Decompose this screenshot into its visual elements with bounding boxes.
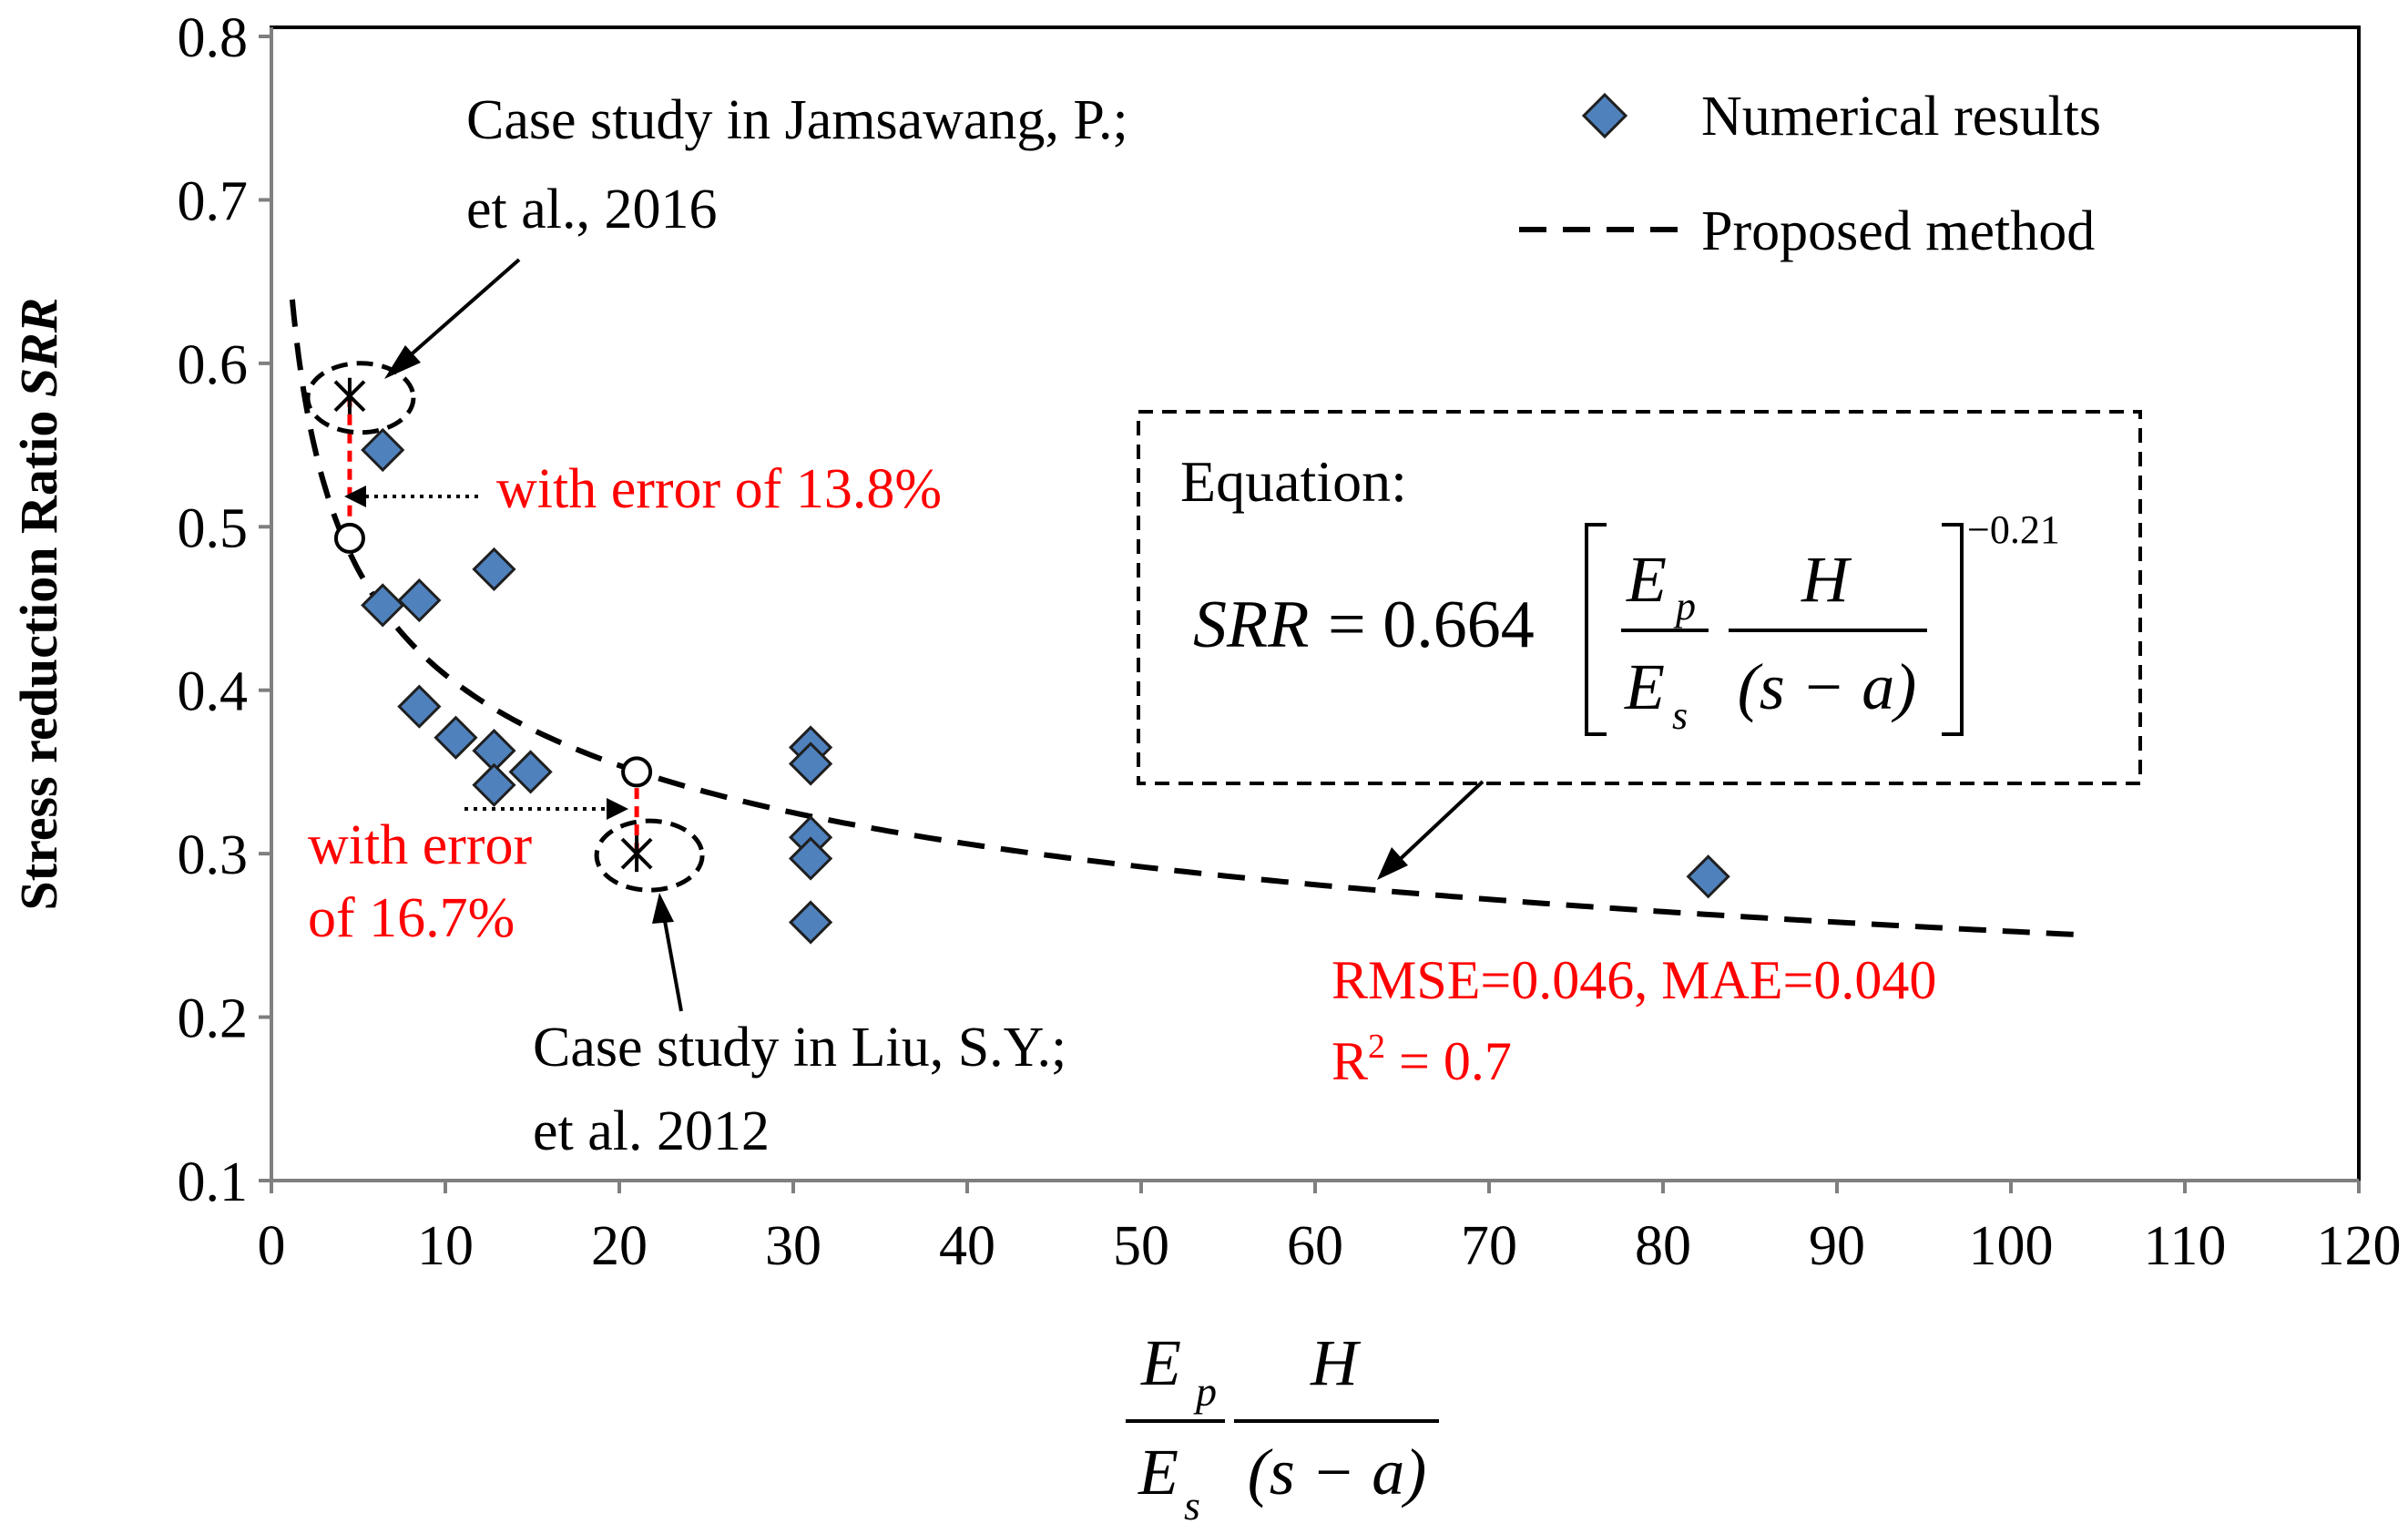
error1-arrowhead: [344, 486, 366, 507]
equation-title: Equation:: [1180, 449, 1407, 514]
data-point: [788, 836, 833, 881]
x-label-E: E: [1140, 1326, 1181, 1399]
data-point: [361, 427, 405, 473]
liu-label-line1: Case study in Liu, S.Y.;: [533, 1017, 1066, 1079]
equation-Ep: E: [1626, 543, 1667, 616]
x-tick-labels: 0 10 20 30 40 50 60 70 80 90 100 110 120: [258, 1215, 2402, 1277]
error2-label-line2: of 16.7%: [308, 887, 515, 949]
x-tick-label: 80: [1635, 1215, 1691, 1277]
y-tick-label: 0.5: [178, 497, 249, 559]
equation-lhs: SRR: [1193, 588, 1309, 662]
data-point: [397, 684, 442, 729]
numerical-results: [361, 427, 1730, 945]
x-tick-label: 110: [2144, 1215, 2227, 1277]
y-tick-label: 0.7: [178, 170, 249, 232]
case-measured-marker: [620, 835, 653, 873]
equation-coef: = 0.664: [1328, 588, 1535, 662]
x-tick-label: 0: [258, 1215, 286, 1277]
stats-line2: R2 = 0.7: [1332, 1028, 1512, 1091]
liu-label-line2: et al. 2012: [533, 1100, 770, 1162]
equation-arrow: [1392, 780, 1485, 867]
equation-right-bracket: [1942, 523, 1964, 736]
jamsawang-arrowhead: [384, 345, 421, 379]
legend: Numerical results Proposed method: [1519, 86, 2101, 262]
axes: [259, 27, 2361, 1193]
stats-line1: RMSE=0.046, MAE=0.040: [1332, 950, 1936, 1010]
x-label-p-sub: p: [1193, 1368, 1217, 1415]
legend-proposed-label: Proposed method: [1701, 200, 2095, 262]
data-point: [397, 578, 442, 623]
equation-H: H: [1801, 543, 1852, 616]
equation-arrowhead: [1377, 847, 1408, 880]
jamsawang-arrow: [390, 258, 521, 373]
y-axis-label: Stress reduction Ratio SRR: [9, 298, 68, 911]
error2-arrowhead: [607, 798, 628, 820]
jamsawang-label-line2: et al., 2016: [466, 179, 718, 240]
y-tick-label: 0.1: [178, 1151, 249, 1213]
equation-denominator: (s − a): [1738, 650, 1917, 723]
y-tick-label: 0.6: [178, 334, 249, 396]
legend-diamond-icon: [1581, 92, 1628, 139]
equation-Es: E: [1624, 650, 1665, 723]
annotations: Case study in Jamsawang, P.; et al., 201…: [308, 89, 2142, 1162]
data-point: [788, 741, 833, 786]
liu-arrowhead: [652, 893, 674, 924]
data-point: [472, 547, 516, 592]
x-tick-label: 60: [1287, 1215, 1343, 1277]
x-label-s-sub: s: [1184, 1482, 1200, 1529]
x-tick-label: 120: [2317, 1215, 2402, 1277]
data-point: [1686, 854, 1730, 899]
equation-p-sub: p: [1673, 584, 1696, 629]
case-predicted-marker: [621, 756, 653, 788]
data-point: [361, 583, 405, 628]
x-tick-label: 40: [939, 1215, 995, 1277]
equation-exponent: −0.21: [1967, 507, 2060, 552]
case-ellipse: [594, 818, 705, 893]
error1-label: with error of 13.8%: [496, 458, 942, 520]
y-tick-label: 0.8: [178, 7, 249, 69]
y-tick-labels: 0.1 0.2 0.3 0.4 0.5 0.6 0.7 0.8: [178, 7, 249, 1213]
proposed-method-curve: [289, 299, 2081, 938]
case-studies: [305, 361, 705, 893]
x-tick-label: 100: [1969, 1215, 2054, 1277]
x-tick-label: 50: [1113, 1215, 1169, 1277]
case-measured-marker: [333, 377, 366, 414]
y-tick-label: 0.4: [178, 661, 249, 723]
x-label-denominator: (s − a): [1248, 1436, 1427, 1508]
data-point: [508, 750, 553, 794]
legend-numerical-label: Numerical results: [1701, 86, 2101, 148]
x-tick-label: 70: [1461, 1215, 1517, 1277]
jamsawang-label-line1: Case study in Jamsawang, P.;: [466, 89, 1128, 151]
x-label-E2: E: [1138, 1436, 1178, 1508]
x-tick-label: 30: [765, 1215, 821, 1277]
error2-label-line1: with error: [308, 814, 533, 876]
x-axis-label: E p E s H (s − a): [1126, 1326, 1439, 1529]
liu-arrow: [661, 910, 683, 1012]
data-point: [434, 715, 478, 760]
y-tick-label: 0.2: [178, 988, 249, 1050]
equation-box: [1137, 410, 2142, 785]
x-label-H: H: [1310, 1326, 1362, 1399]
data-point: [472, 762, 516, 807]
x-tick-label: 90: [1809, 1215, 1865, 1277]
x-tick-label: 20: [591, 1215, 648, 1277]
case-predicted-marker: [333, 522, 365, 554]
x-tick-label: 10: [417, 1215, 474, 1277]
case-ellipse: [305, 361, 416, 435]
equation-left-bracket: [1585, 523, 1607, 736]
equation-s-sub: s: [1672, 693, 1688, 738]
data-point: [788, 900, 833, 945]
y-tick-label: 0.3: [178, 824, 249, 886]
